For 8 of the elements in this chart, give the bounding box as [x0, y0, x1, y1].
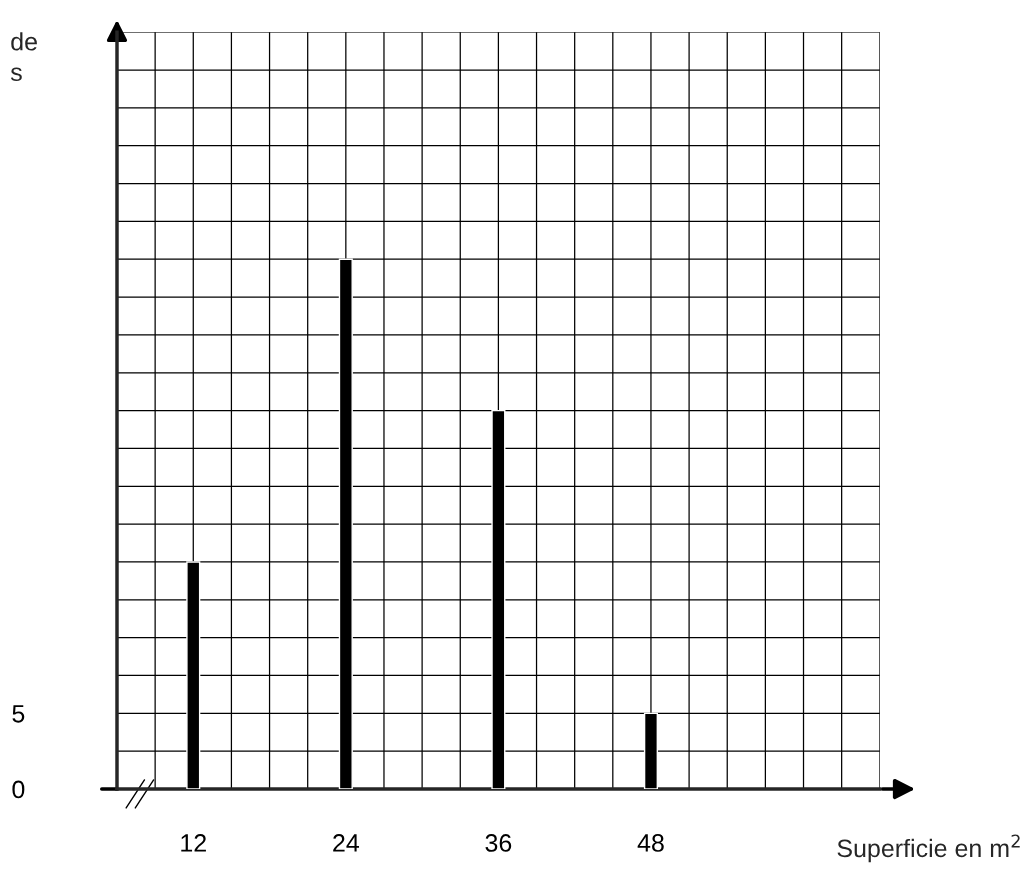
x-tick-label: 24 [333, 834, 360, 852]
y-tick-label: 0 [12, 780, 25, 799]
x-tick-label: 36 [485, 834, 512, 852]
x-tick-label: 12 [181, 834, 206, 852]
y-axis-title: de s [10, 32, 37, 82]
x-tick-label: 48 [637, 834, 664, 852]
x-axis-title: Superficie en m$^{2}$ [837, 834, 1020, 863]
y-tick-label: 5 [12, 705, 25, 723]
